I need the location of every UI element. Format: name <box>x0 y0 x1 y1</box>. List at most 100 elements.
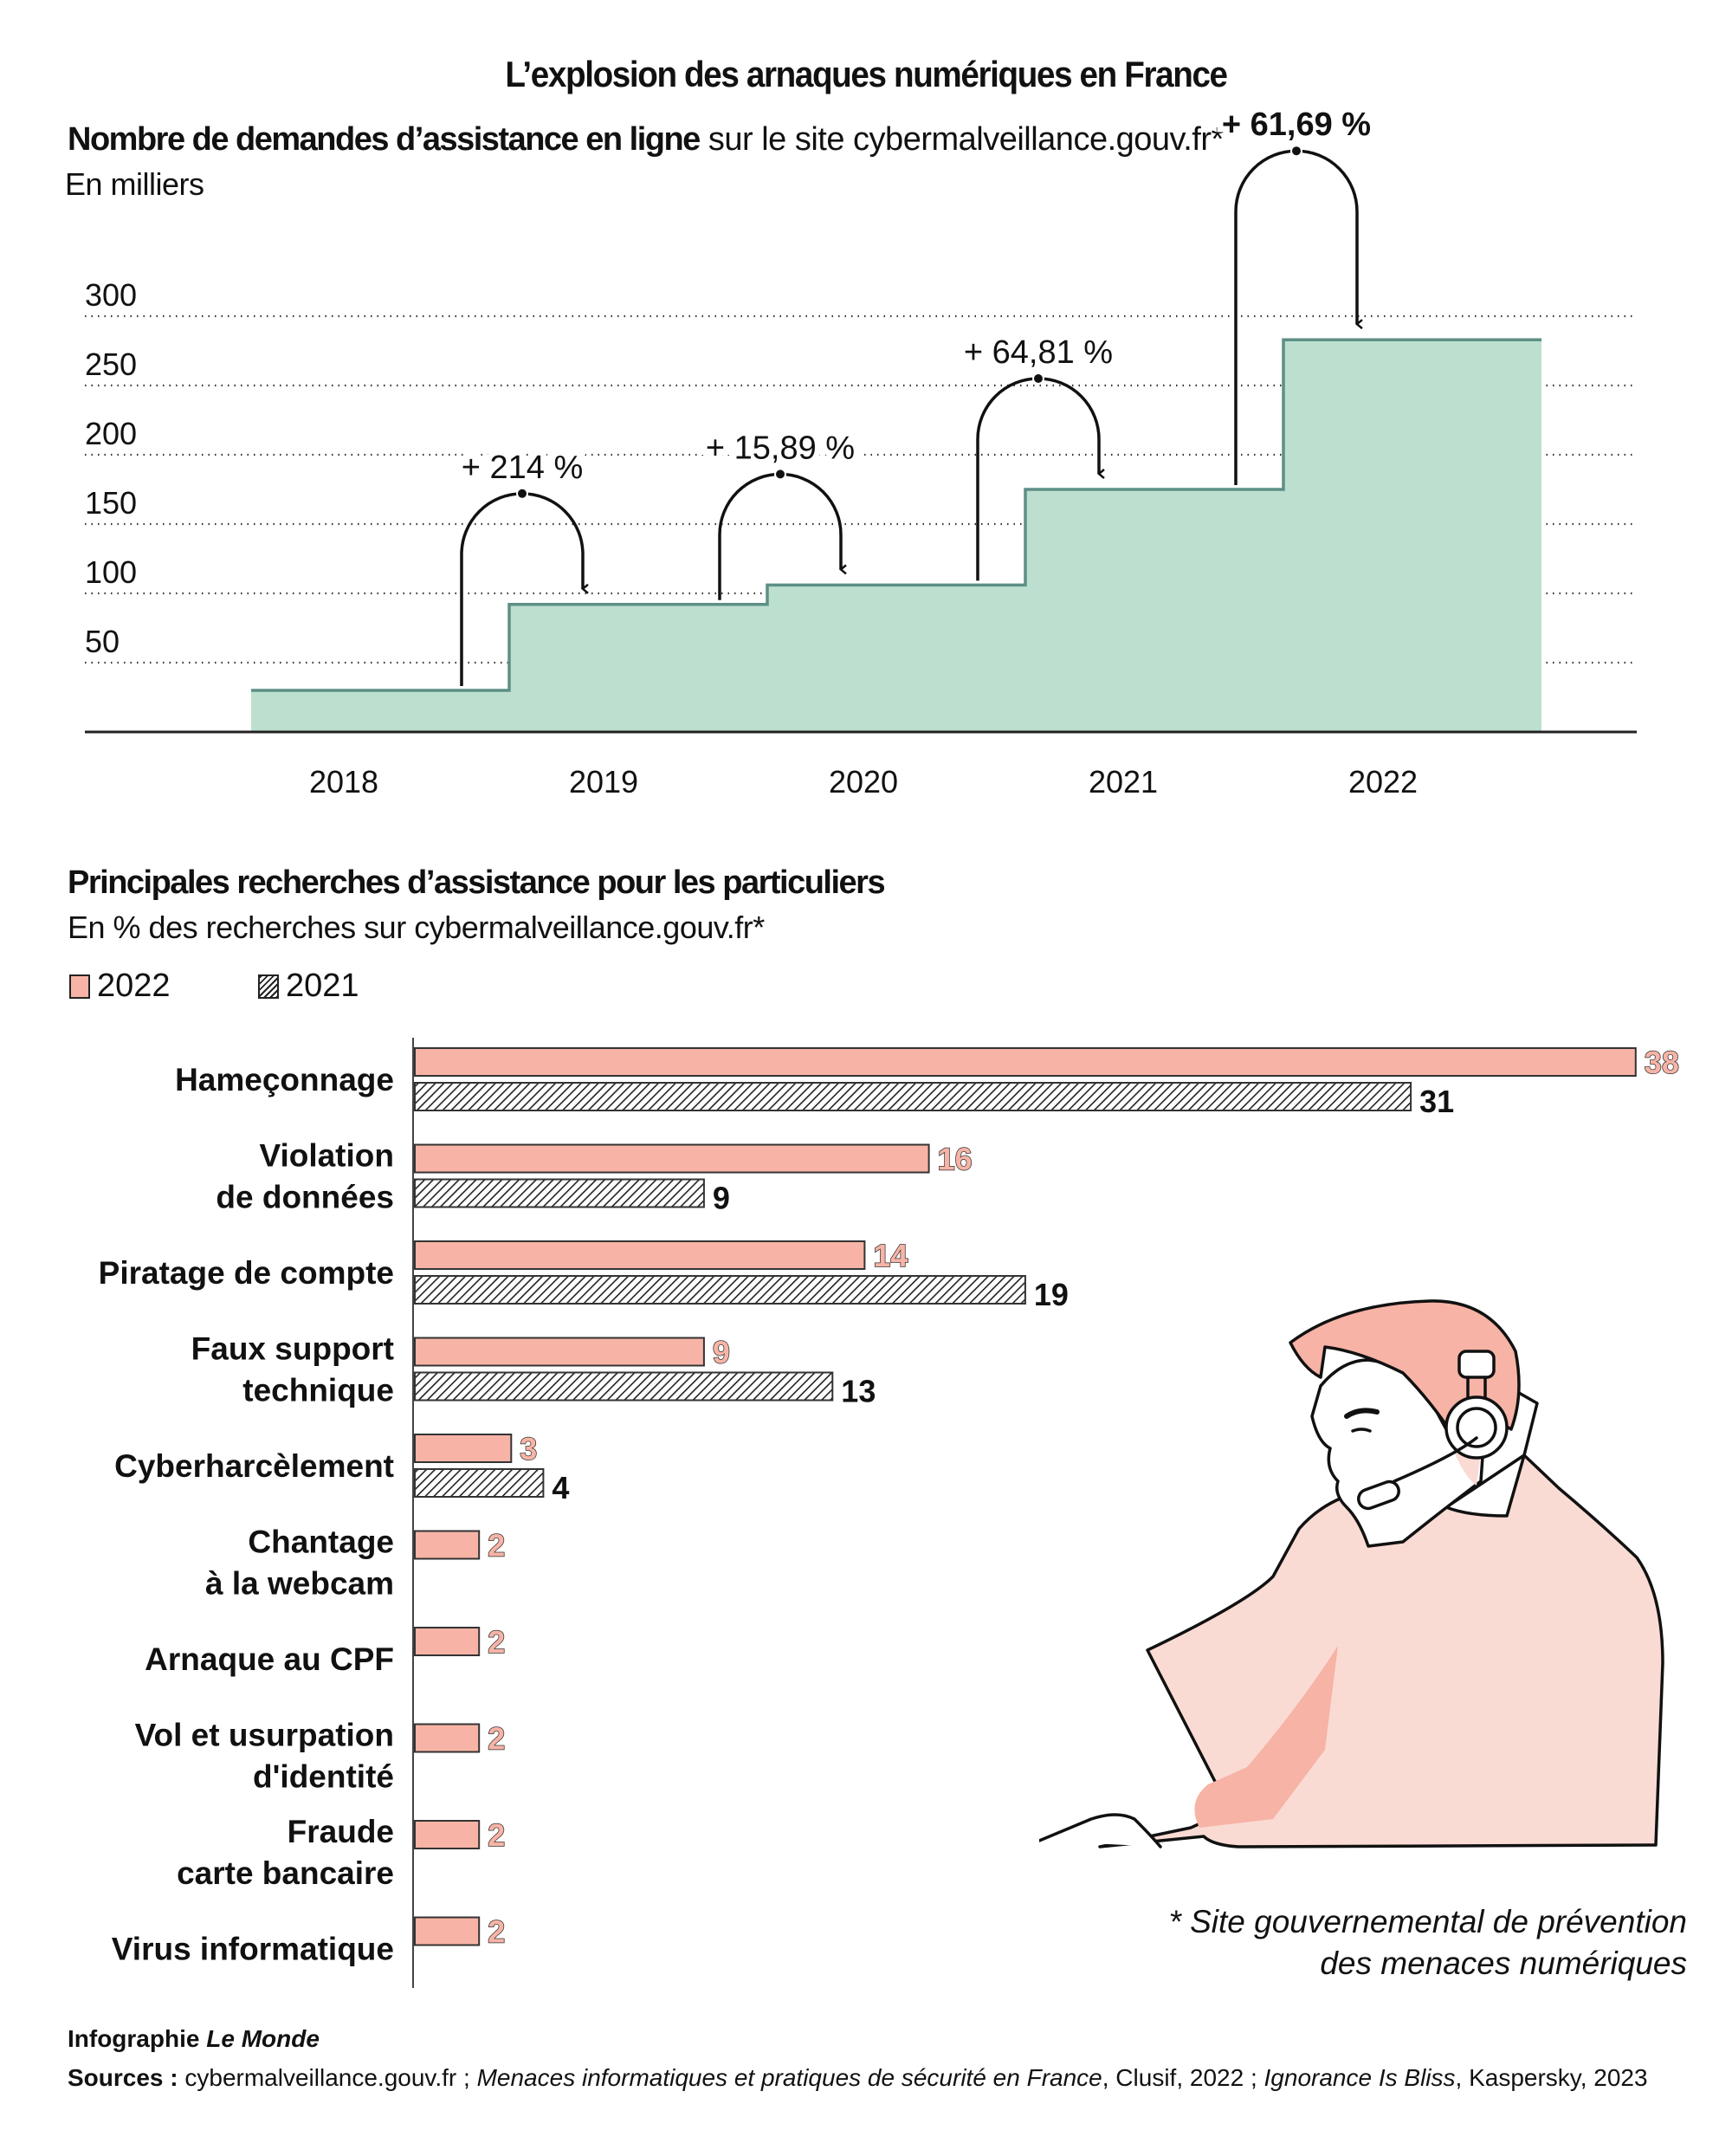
sources-label: Sources : <box>68 2064 178 2091</box>
value-label-2022: 2 <box>488 1914 505 1950</box>
headset-mic <box>1357 1479 1400 1511</box>
bar-2021 <box>414 1178 705 1208</box>
bar-group: Hameçonnage 38 31 <box>175 1044 1680 1119</box>
y-tick-label: 250 <box>85 346 137 382</box>
horizontal-bar-chart: Hameçonnage 38 31 Violation de données 16 9 Pir… <box>99 1038 1680 1988</box>
bar-group: Piratage de compte 14 19 <box>99 1237 1069 1312</box>
category-label: de données <box>216 1180 394 1215</box>
area-fill <box>251 340 1541 732</box>
x-tick-label: 2022 <box>1348 764 1418 800</box>
category-label: Arnaque au CPF <box>145 1641 394 1677</box>
arrow-dot <box>1290 145 1302 158</box>
legend-label-2021: 2021 <box>286 968 359 1004</box>
bar-group: Vol et usurpation d'identité 2 <box>135 1718 506 1795</box>
value-label-2021: 9 <box>713 1181 730 1216</box>
shadow-arm <box>1194 1646 1338 1828</box>
growth-label: + 61,69 % <box>1222 107 1371 143</box>
source-part: Ignorance Is Bliss <box>1263 2064 1456 2091</box>
x-tick-label: 2018 <box>309 764 378 800</box>
growth-label: + 214 % <box>462 450 584 486</box>
step-area-chart: 50 100 150 200 250 300 2018 2019 2020 2021 2022 +… <box>85 100 1637 800</box>
bar-group: Arnaque au CPF 2 <box>145 1623 506 1677</box>
credit-line: Infographie Le Monde <box>68 2025 320 2053</box>
chart2-unit: En % des recherches sur cybermalveillanc… <box>68 910 765 945</box>
footnote: * Site gouvernemental de prévention des … <box>1168 1901 1687 1984</box>
category-label: Virus informatique <box>112 1932 394 1967</box>
growth-annotation: + 214 % <box>456 444 589 686</box>
value-label-2022: 2 <box>488 1624 505 1660</box>
category-label: Fraude <box>288 1814 394 1849</box>
source-part: , Clusif, 2022 ; <box>1102 2064 1264 2091</box>
category-label: technique <box>242 1373 394 1408</box>
category-label: d'identité <box>253 1759 394 1795</box>
value-label-2022: 2 <box>488 1528 505 1564</box>
chart1-heading: Nombre de demandes d’assistance en ligne… <box>68 121 1224 159</box>
bar-group: Virus informatique 2 <box>112 1913 506 1967</box>
eyebrow <box>1344 1408 1380 1419</box>
growth-label: + 15,89 % <box>706 430 855 466</box>
value-label-2022: 38 <box>1645 1045 1679 1080</box>
source-part: , Kaspersky, 2023 <box>1455 2064 1648 2091</box>
chart2-heading: Principales recherches d’assistance pour… <box>68 864 886 901</box>
bar-group: Chantage à la webcam 2 <box>205 1525 506 1602</box>
headset-mic-boom <box>1393 1436 1478 1483</box>
y-tick-label: 150 <box>85 485 137 521</box>
source-part: Menaces informatiques et pratiques de sé… <box>476 2064 1102 2091</box>
credit-prefix: Infographie <box>68 2025 207 2052</box>
person-with-headset-illustration <box>1039 1299 1664 1848</box>
chart1-heading-bold: Nombre de demandes d’assistance en ligne <box>68 121 701 158</box>
y-tick-label: 300 <box>85 277 137 313</box>
bar-group: Fraude carte bancaire 2 <box>177 1814 506 1891</box>
hand-sleeve-left <box>1039 1813 1162 1848</box>
legend-label-2022: 2022 <box>97 968 171 1004</box>
arrow-dot <box>774 468 786 481</box>
legend-item-2022: 2022 <box>69 968 171 1005</box>
value-label-2021: 13 <box>841 1374 876 1409</box>
value-label-2022: 14 <box>873 1238 908 1273</box>
headset-band-pad <box>1457 1350 1496 1379</box>
bar-2022 <box>414 1240 866 1270</box>
bar-2022 <box>414 1337 705 1367</box>
x-tick-label: 2019 <box>569 764 638 800</box>
infographic-title: L’explosion des arnaques numériques en F… <box>505 54 1228 94</box>
value-label-2022: 2 <box>488 1721 505 1757</box>
footnote-line-2: des menaces numériques <box>1320 1946 1687 1981</box>
chart1-heading-regular: sur le site cybermalveillance.gouv.fr* <box>699 121 1224 158</box>
sources-line: Sources : cybermalveillance.gouv.fr ; Me… <box>68 2060 1670 2096</box>
bar-2021 <box>414 1275 1026 1305</box>
bar-2021 <box>414 1468 545 1498</box>
bar-2021 <box>414 1082 1412 1111</box>
y-tick-label: 50 <box>85 624 120 659</box>
category-label: Violation <box>259 1138 394 1174</box>
bar-2022 <box>414 1143 930 1174</box>
growth-label: + 64,81 % <box>964 334 1113 371</box>
arrow-dot <box>516 487 528 500</box>
category-label: Chantage <box>248 1525 394 1560</box>
category-label: Faux support <box>191 1331 394 1367</box>
bar-2022 <box>414 1627 481 1656</box>
torso-shape <box>1098 1454 1664 1848</box>
y-tick-label: 100 <box>85 554 137 590</box>
x-tick-label: 2020 <box>829 764 898 800</box>
bar-2022 <box>414 1723 481 1753</box>
growth-annotation: + 15,89 % <box>700 424 861 600</box>
source-part: cybermalveillance.gouv.fr ; <box>178 2064 477 2091</box>
legend-swatch-hatched <box>258 974 279 999</box>
growth-annotation: + 61,69 % <box>1216 100 1377 485</box>
bar-group: Faux support technique 9 13 <box>191 1331 876 1409</box>
value-label-2021: 31 <box>1419 1084 1454 1119</box>
category-label: Hameçonnage <box>175 1062 394 1097</box>
x-tick-label: 2021 <box>1089 764 1158 800</box>
category-label: carte bancaire <box>177 1855 394 1891</box>
value-label-2022: 3 <box>520 1431 537 1466</box>
legend-item-2021: 2021 <box>258 968 359 1005</box>
category-label: Cyberharcèlement <box>114 1448 394 1484</box>
value-label-2022: 16 <box>938 1142 973 1177</box>
area-step-line <box>251 338 1541 692</box>
footnote-line-1: * Site gouvernemental de prévention <box>1168 1904 1687 1939</box>
value-label-2021: 4 <box>552 1470 569 1505</box>
bar-2022 <box>414 1047 1637 1077</box>
arrow-dot <box>1032 372 1044 385</box>
chart1-unit: En milliers <box>65 166 204 202</box>
headset-inner <box>1456 1407 1497 1448</box>
